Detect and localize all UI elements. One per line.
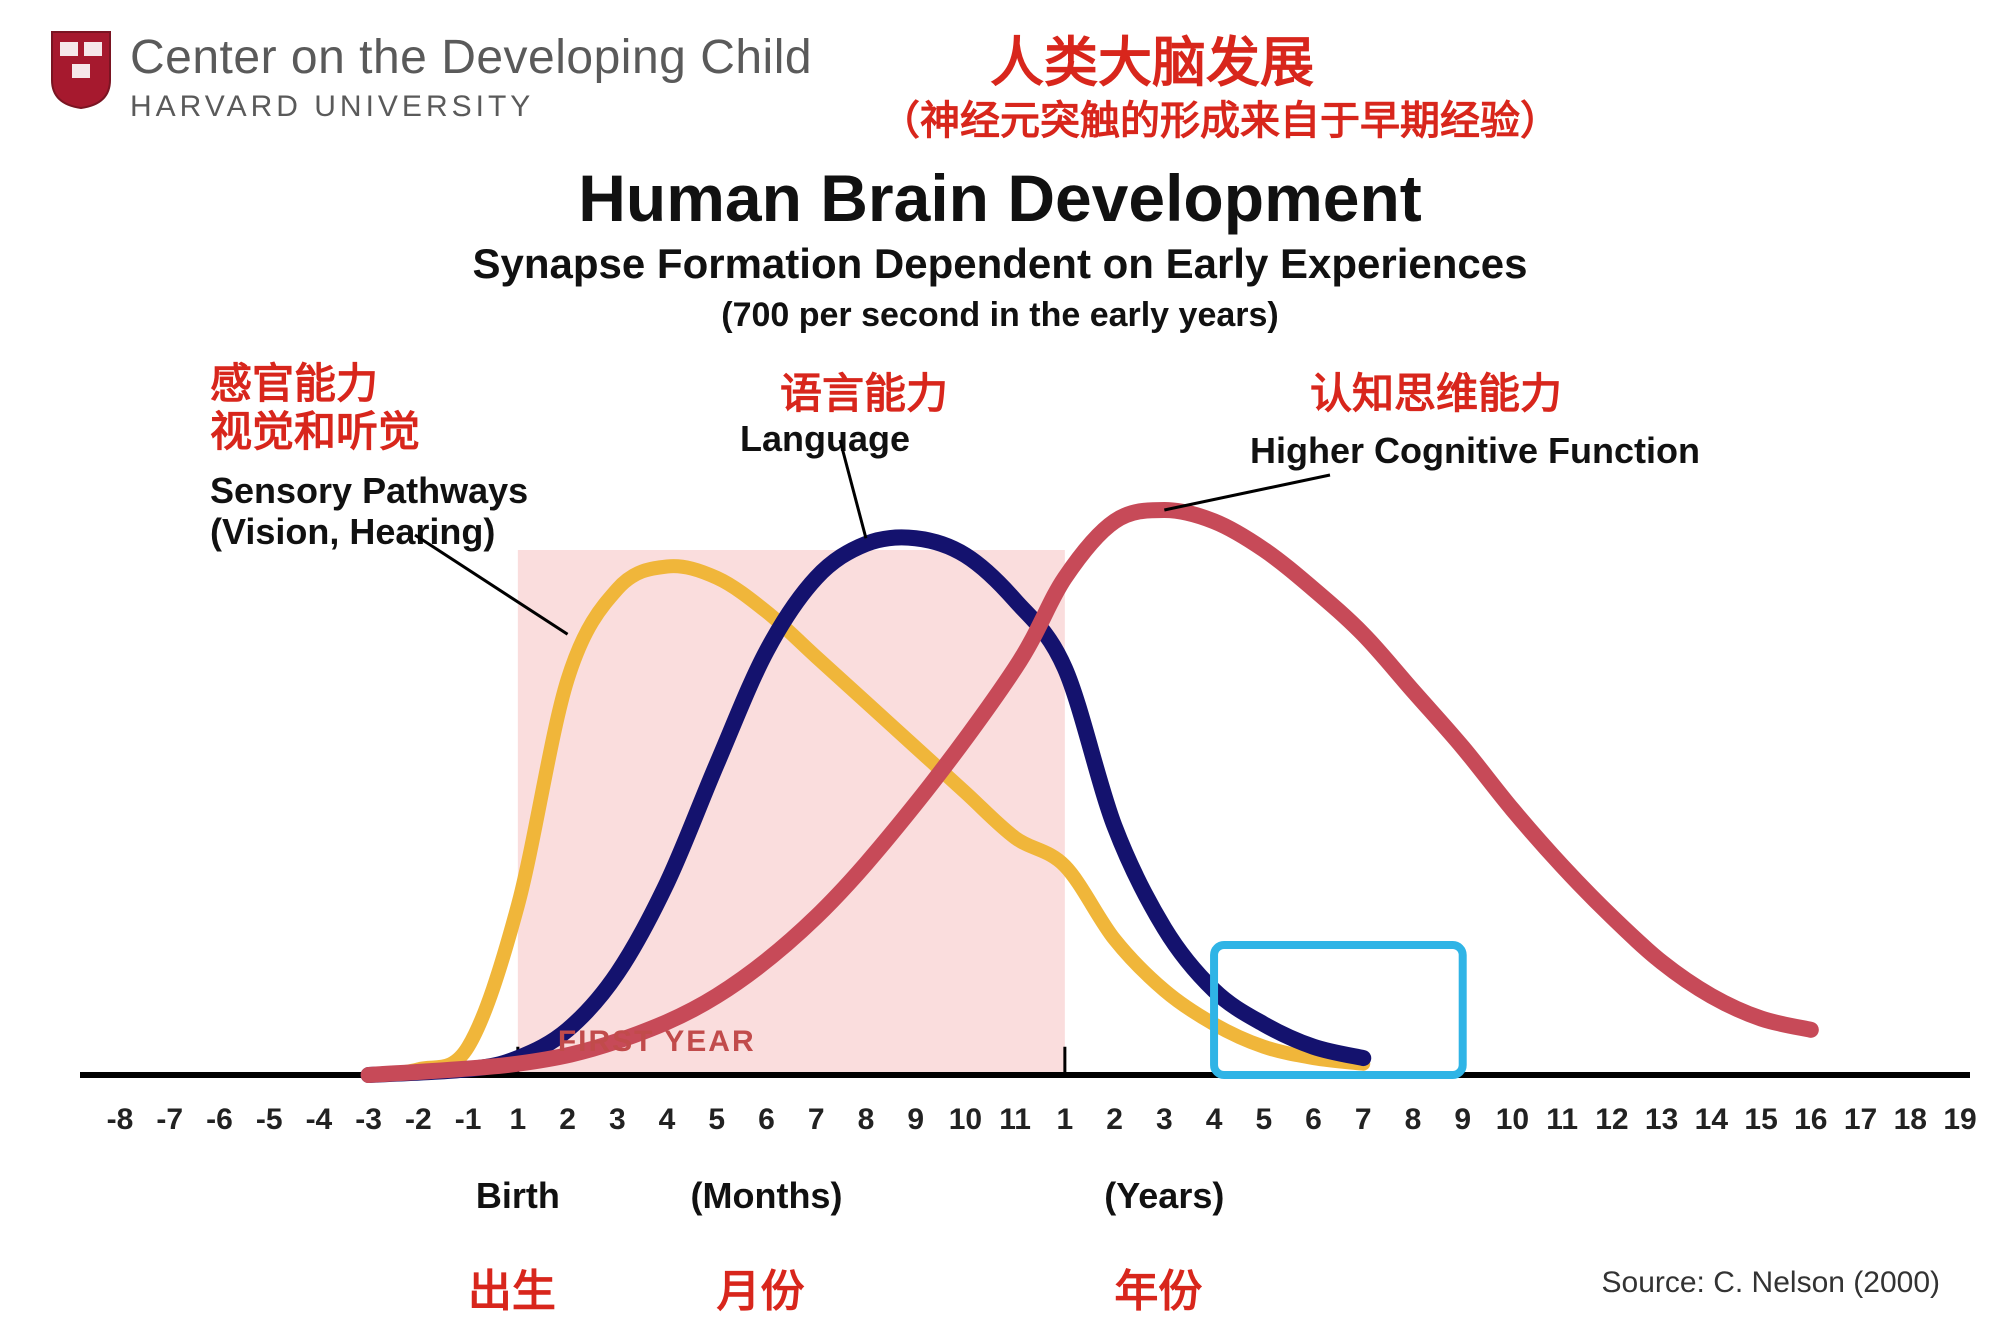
x-tick: -1 [446,1103,490,1137]
x-tick: 4 [645,1103,689,1137]
x-tick: 4 [1192,1103,1236,1137]
x-tick: 10 [943,1103,987,1137]
x-tick: 12 [1590,1103,1634,1137]
x-tick: 8 [1391,1103,1435,1137]
x-tick: 7 [794,1103,838,1137]
x-tick: -8 [98,1103,142,1137]
x-tick: -4 [297,1103,341,1137]
axis-group-months-cn: 月份 [716,1255,804,1319]
x-tick: 5 [695,1103,739,1137]
x-tick: 3 [595,1103,639,1137]
x-tick: 6 [1292,1103,1336,1137]
axis-group-months: (Months) [666,1175,866,1217]
x-tick: -2 [396,1103,440,1137]
x-tick: 11 [993,1103,1037,1137]
x-tick: 5 [1242,1103,1286,1137]
chart-svg [0,0,2000,1340]
x-tick: 15 [1739,1103,1783,1137]
axis-group-years-cn: 年份 [1114,1255,1202,1319]
first-year-label: FIRST YEAR [558,1025,756,1059]
x-tick: 10 [1490,1103,1534,1137]
x-tick: 19 [1938,1103,1982,1137]
x-tick: -5 [247,1103,291,1137]
x-tick: 8 [844,1103,888,1137]
x-tick: -3 [347,1103,391,1137]
x-tick: 6 [744,1103,788,1137]
x-tick: 1 [1043,1103,1087,1137]
x-tick: 18 [1888,1103,1932,1137]
axis-group-birth: Birth [458,1175,578,1217]
x-tick: 17 [1839,1103,1883,1137]
x-tick: -6 [197,1103,241,1137]
x-tick: 16 [1789,1103,1833,1137]
axis-group-birth-cn: 出生 [468,1255,556,1319]
x-tick: 13 [1640,1103,1684,1137]
x-tick: 1 [496,1103,540,1137]
x-tick: 7 [1341,1103,1385,1137]
x-tick: 2 [546,1103,590,1137]
x-tick: 2 [1093,1103,1137,1137]
x-tick: 14 [1689,1103,1733,1137]
x-tick: -7 [148,1103,192,1137]
x-tick: 9 [1441,1103,1485,1137]
x-tick: 3 [1142,1103,1186,1137]
x-tick: 11 [1540,1103,1584,1137]
axis-group-years: (Years) [1074,1175,1254,1217]
page-root: Center on the Developing Child HARVARD U… [0,0,2000,1340]
x-tick: 9 [894,1103,938,1137]
source-text: Source: C. Nelson (2000) [1602,1266,1941,1300]
